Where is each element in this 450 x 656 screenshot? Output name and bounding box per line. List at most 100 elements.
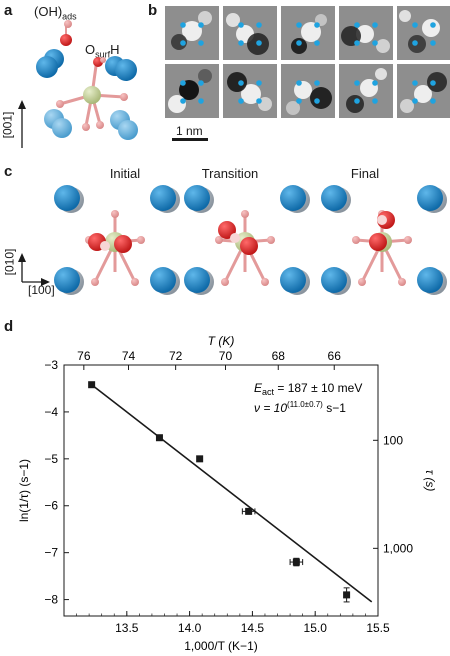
oxygen-small xyxy=(358,278,366,286)
prefactor-annotation: ν = 10(11.0±0.7) s−1 xyxy=(254,400,346,415)
stm-feature xyxy=(399,10,411,22)
stm-marker-dot xyxy=(372,40,378,46)
oxygen-atom xyxy=(114,235,132,253)
y-tick-label: −3 xyxy=(44,358,58,372)
stm-marker-dot xyxy=(238,80,244,86)
substrate-atom xyxy=(54,267,80,293)
data-point xyxy=(292,558,300,566)
stm-marker-dot xyxy=(412,22,418,28)
stm-marker-dot xyxy=(180,98,186,104)
axis-arrowhead-100 xyxy=(41,278,50,286)
top-axis-label: T (K) xyxy=(208,334,235,348)
structure-1 xyxy=(184,185,310,295)
stm-feature xyxy=(182,21,202,41)
top-tick-label: 76 xyxy=(77,349,91,363)
oh-text: (OH) xyxy=(34,4,63,19)
panel-c-structures xyxy=(18,185,447,295)
stm-feature xyxy=(198,69,212,83)
substrate-atom xyxy=(184,185,210,211)
scale-bar xyxy=(172,138,208,141)
stm-marker-dot xyxy=(198,22,204,28)
top-tick-label: 66 xyxy=(328,349,342,363)
substrate-atom xyxy=(280,185,306,211)
axis-100-label: [100] xyxy=(28,283,55,297)
stm-marker-dot xyxy=(238,22,244,28)
oxygen-small xyxy=(261,278,269,286)
stm-marker-dot xyxy=(314,22,320,28)
stm-feature xyxy=(286,101,300,115)
hydrogen-atom xyxy=(377,215,387,225)
oxygen-small xyxy=(221,278,229,286)
stm-marker-dot xyxy=(198,98,204,104)
stm-feature xyxy=(414,85,432,103)
stm-feature xyxy=(226,13,240,27)
data-point xyxy=(196,455,204,463)
osurf-sub: surf xyxy=(95,49,111,60)
stm-marker-dot xyxy=(430,40,436,46)
stm-image xyxy=(281,6,335,60)
stm-marker-dot xyxy=(430,22,436,28)
oxygen-atom xyxy=(369,233,387,251)
structure-2 xyxy=(321,185,447,295)
stm-marker-dot xyxy=(296,80,302,86)
data-point xyxy=(343,591,351,599)
stm-marker-dot xyxy=(238,98,244,104)
stm-feature xyxy=(346,95,364,113)
substrate-atom xyxy=(184,267,210,293)
osurf-suffix: H xyxy=(110,42,120,57)
stm-feature xyxy=(198,11,212,25)
right-tick-label: 100 xyxy=(383,433,403,447)
stm-image xyxy=(397,64,450,118)
stm-marker-dot xyxy=(180,22,186,28)
stm-marker-dot xyxy=(314,98,320,104)
stm-marker-dot xyxy=(314,80,320,86)
stm-image xyxy=(223,64,277,118)
panel-label-d: d xyxy=(4,318,14,335)
right-tick-label: 1,000 xyxy=(383,541,413,555)
stm-feature xyxy=(400,99,414,113)
stm-marker-dot xyxy=(412,40,418,46)
panel-label-c: c xyxy=(4,163,13,180)
y-tick-label: −5 xyxy=(44,452,58,466)
oxygen-small xyxy=(241,210,249,218)
stm-image xyxy=(397,6,450,60)
stm-marker-dot xyxy=(296,98,302,104)
oxygen-small xyxy=(404,236,412,244)
stm-marker-dot xyxy=(372,22,378,28)
top-tick-label: 74 xyxy=(122,349,136,363)
osurf-text: O xyxy=(85,42,96,57)
stm-marker-dot xyxy=(296,40,302,46)
stm-marker-dot xyxy=(314,40,320,46)
substrate-atom xyxy=(417,267,443,293)
stm-image xyxy=(339,64,393,118)
stm-marker-dot xyxy=(412,98,418,104)
stm-feature xyxy=(375,68,387,80)
oxygen-small xyxy=(215,236,223,244)
stm-image xyxy=(223,6,277,60)
caption-initial: Initial xyxy=(109,166,141,181)
substrate-atom xyxy=(150,267,176,293)
substrate-atom xyxy=(54,185,80,211)
stm-marker-dot xyxy=(198,80,204,86)
structure-0 xyxy=(54,185,180,295)
substrate-atom xyxy=(321,267,347,293)
stm-marker-dot xyxy=(354,98,360,104)
stm-marker-dot xyxy=(256,80,262,86)
stm-feature xyxy=(171,34,187,50)
stm-feature xyxy=(291,38,307,54)
right-axis-label: τ (s) xyxy=(423,470,437,492)
stm-marker-dot xyxy=(198,40,204,46)
hydrogen-atom xyxy=(230,233,240,243)
oh-ads-label: (OH)ads xyxy=(34,4,77,22)
oxygen-small xyxy=(398,278,406,286)
oxygen-small xyxy=(111,210,119,218)
oh-sub: ads xyxy=(62,11,77,22)
stm-marker-dot xyxy=(354,80,360,86)
caption-final: Final xyxy=(350,166,380,181)
stm-image xyxy=(165,6,219,60)
x-tick-label: 14.5 xyxy=(241,621,265,635)
stm-image xyxy=(281,64,335,118)
plot-frame xyxy=(63,364,379,617)
y-tick-label: −6 xyxy=(44,499,58,513)
activation-energy-annotation: Eact = 187 ± 10 meV xyxy=(254,381,362,397)
